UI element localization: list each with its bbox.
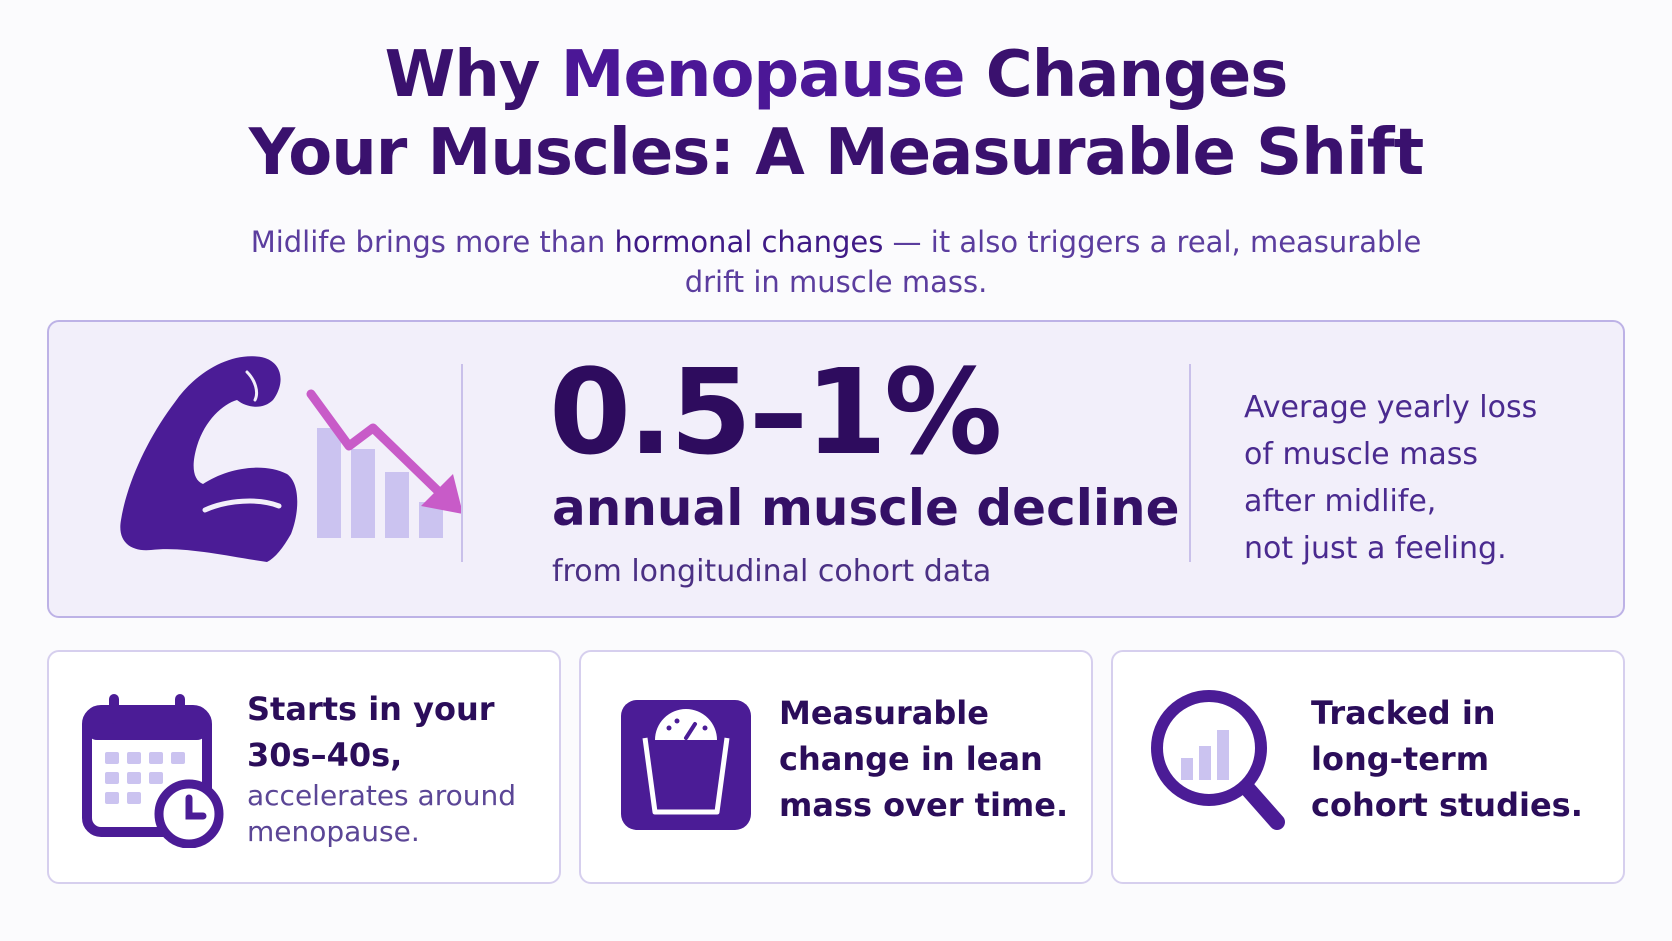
description-line: after midlife, [1244,484,1437,519]
card-bold-line: cohort studies. [1311,786,1583,824]
stat-description: Average yearly loss of muscle mass after… [1244,384,1604,572]
card-text: Tracked in long-term cohort studies. [1311,690,1611,828]
bathroom-scale-icon [621,700,751,830]
title-part: Changes [964,38,1289,112]
card-text: Measurable change in lean mass over time… [779,690,1079,828]
card-bold-line: mass over time. [779,786,1069,824]
subtitle-line-2: drift in muscle mass. [684,265,988,299]
card-cohort-studies: Tracked in long-term cohort studies. [1111,650,1625,884]
card-onset: Starts in your 30s–40s, accelerates arou… [47,650,561,884]
title-accent-word: Menopause [560,38,966,112]
card-light-line: menopause. [247,815,420,848]
subtitle-emphasis: hormonal changes [614,225,884,259]
description-line: Average yearly loss [1244,390,1538,425]
subtitle-part: — it also triggers a real, measurable [883,225,1422,259]
card-light-line: accelerates around [247,779,516,812]
title-line-1: Why Menopause Changes [0,36,1672,114]
card-bold-line: Tracked in [1311,694,1496,732]
card-bold-line: 30s–40s, [247,736,403,774]
hero-stat-panel: 0.5–1% annual muscle decline from longit… [47,320,1625,618]
card-bold-line: change in lean [779,740,1043,778]
card-text: Starts in your 30s–40s, accelerates arou… [247,686,547,850]
divider-left [461,364,463,562]
description-line: of muscle mass [1244,437,1479,472]
card-bold-line: Starts in your [247,690,495,728]
stat-value: 0.5–1% [549,343,1002,481]
title-line-2: Your Muscles: A Measurable Shift [248,116,1424,190]
subtitle-part: Midlife brings more than [250,225,615,259]
stat-source: from longitudinal cohort data [552,554,992,589]
page-title: Why Menopause Changes Your Muscles: A Me… [0,36,1672,192]
card-bold-line: Measurable [779,694,989,732]
description-line: not just a feeling. [1244,531,1507,566]
magnifier-bar-chart-icon [1151,690,1285,830]
calendar-clock-icon [82,694,224,848]
card-lean-mass: Measurable change in lean mass over time… [579,650,1093,884]
flexed-arm-with-declining-bar-chart-icon [120,356,463,562]
title-part: Why [384,38,561,112]
card-bold-line: long-term [1311,740,1490,778]
divider-right [1189,364,1191,562]
stat-label: annual muscle decline [552,479,1180,537]
subtitle: Midlife brings more than hormonal change… [236,222,1436,302]
